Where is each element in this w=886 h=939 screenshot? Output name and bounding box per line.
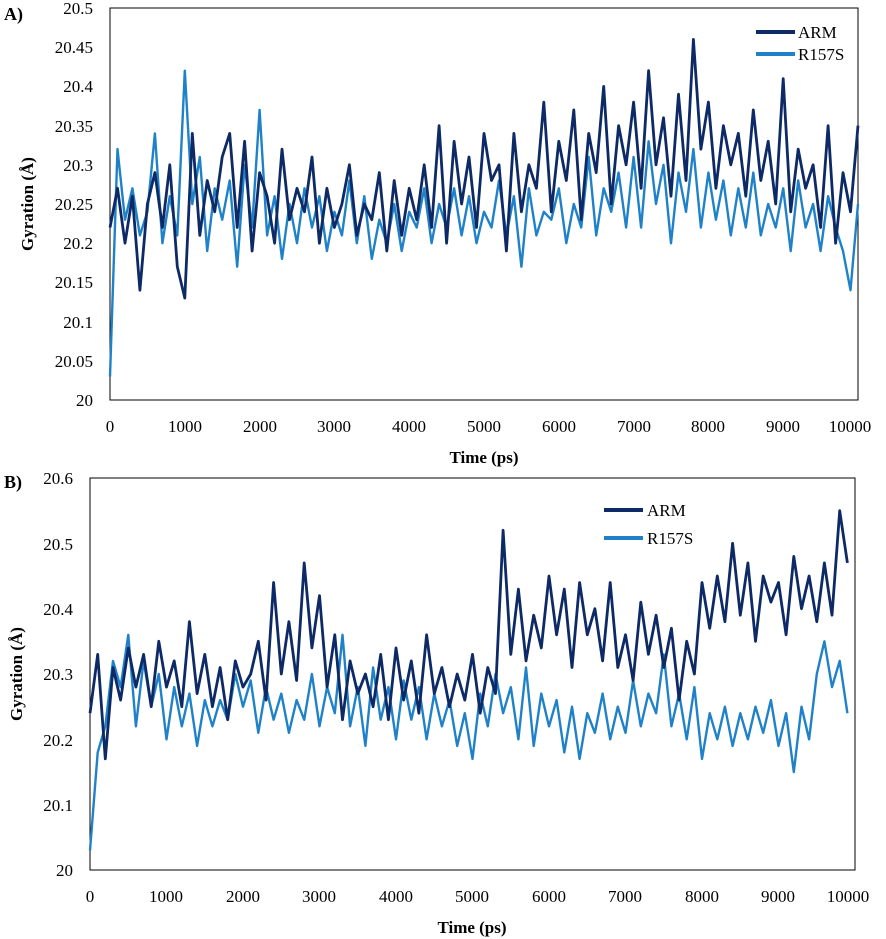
- panel-b-plot-area: [89, 477, 856, 871]
- panel-a-x-ticks: 0 1000 2000 3000 4000 5000 6000 7000 800…: [106, 417, 872, 436]
- b-y-tick: 20.3: [43, 665, 73, 684]
- b-y-tick: 20: [56, 861, 73, 880]
- a-y-tick: 20.3: [63, 156, 93, 175]
- b-y-tick: 20.1: [43, 796, 73, 815]
- a-r157s-series-line: [108, 69, 860, 377]
- b-x-tick: 7000: [608, 887, 642, 906]
- a-x-tick: 6000: [542, 417, 576, 436]
- panel-b-series: [88, 509, 849, 851]
- a-y-tick: 20: [76, 391, 93, 410]
- a-y-tick: 20.15: [55, 273, 93, 292]
- b-legend-r157s-label: R157S: [647, 529, 693, 548]
- a-arm-series-line: [108, 38, 860, 300]
- panel-b-legend: ARM R157S: [604, 501, 693, 548]
- a-y-tick: 20.05: [55, 352, 93, 371]
- a-y-tick: 20.1: [63, 313, 93, 332]
- a-legend-arm-label: ARM: [798, 23, 837, 42]
- a-x-tick: 0: [106, 417, 115, 436]
- a-legend-r157s-label: R157S: [798, 45, 844, 64]
- a-y-tick: 20.35: [55, 117, 93, 136]
- panel-a-plot-area: [109, 7, 859, 401]
- a-x-axis-title: Time (ps): [449, 448, 518, 467]
- b-x-axis-title: Time (ps): [437, 918, 506, 937]
- b-y-tick: 20.2: [43, 731, 73, 750]
- panel-b-label: B): [4, 472, 22, 493]
- a-x-tick: 7000: [617, 417, 651, 436]
- b-y-tick: 20.5: [43, 535, 73, 554]
- b-x-tick: 1000: [149, 887, 183, 906]
- b-x-tick: 5000: [455, 887, 489, 906]
- a-x-tick: 4000: [392, 417, 426, 436]
- a-y-tick: 20.2: [63, 234, 93, 253]
- b-x-tick: 6000: [532, 887, 566, 906]
- a-x-tick: 9000: [766, 417, 800, 436]
- a-y-tick: 20.5: [63, 0, 93, 18]
- panel-b-y-ticks: 20 20.1 20.2 20.3 20.4 20.5 20.6: [43, 469, 73, 880]
- a-x-tick: 1000: [168, 417, 202, 436]
- a-y-tick: 20.4: [63, 77, 93, 96]
- b-x-tick: 2000: [226, 887, 260, 906]
- a-y-tick: 20.45: [55, 38, 93, 57]
- panel-a-series: [108, 38, 860, 377]
- panel-a-y-ticks: 20 20.05 20.1 20.15 20.2 20.25 20.3 20.3…: [55, 0, 94, 410]
- b-y-tick: 20.6: [43, 469, 73, 488]
- a-y-axis-title: Gyration (Å): [18, 157, 37, 251]
- b-x-tick: 9000: [761, 887, 795, 906]
- b-arm-series-line: [88, 509, 849, 761]
- b-x-tick: 3000: [302, 887, 336, 906]
- b-x-tick: 4000: [379, 887, 413, 906]
- b-legend-arm-label: ARM: [647, 501, 686, 520]
- b-x-tick: 0: [86, 887, 95, 906]
- panel-b: B) 20 20.1 20.2 20.3 20.4 20.5 20.6 0 10…: [4, 469, 869, 937]
- panel-a-legend: ARM R157S: [756, 23, 844, 64]
- panel-b-x-ticks: 0 1000 2000 3000 4000 5000 6000 7000 800…: [86, 887, 870, 906]
- b-x-tick: 10000: [827, 887, 870, 906]
- b-x-tick: 8000: [685, 887, 719, 906]
- a-x-tick: 10000: [829, 417, 872, 436]
- a-x-tick: 5000: [467, 417, 501, 436]
- a-x-tick: 2000: [243, 417, 277, 436]
- a-y-tick: 20.25: [55, 195, 93, 214]
- panel-a: A) 20 20.05 20.1 20.15 20.2 20.25 20.3 2…: [4, 0, 871, 467]
- a-x-tick: 8000: [691, 417, 725, 436]
- b-r157s-series-line: [88, 633, 849, 851]
- panel-a-label: A): [4, 4, 23, 25]
- b-y-axis-title: Gyration (Å): [7, 627, 26, 721]
- a-x-tick: 3000: [317, 417, 351, 436]
- b-y-tick: 20.4: [43, 600, 73, 619]
